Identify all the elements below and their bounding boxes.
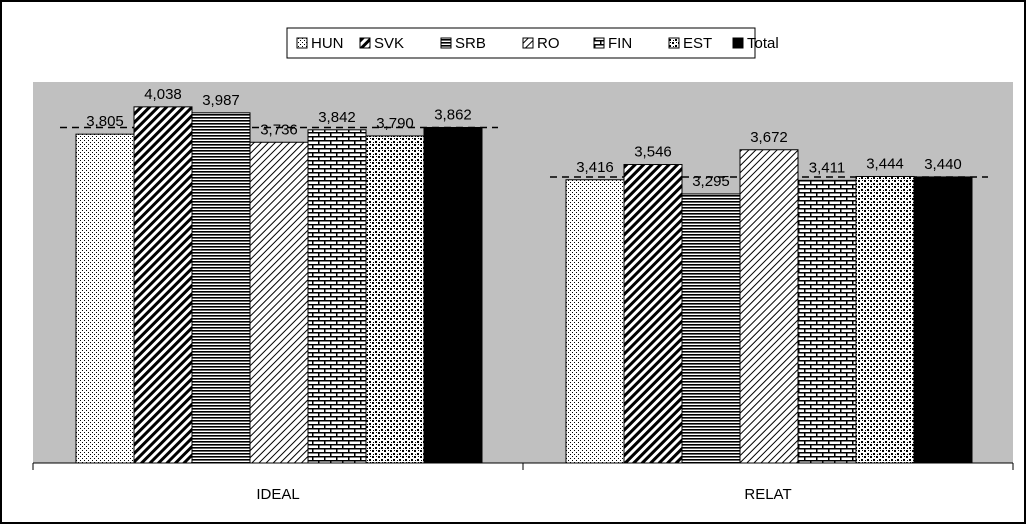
bar-ro-relat <box>739 149 799 464</box>
bar-srb-ideal <box>191 112 251 464</box>
data-label-ro-ideal: 3,736 <box>260 121 298 138</box>
data-label-ro-relat: 3,672 <box>750 129 788 146</box>
data-label-total-ideal: 3,862 <box>434 106 472 123</box>
legend-label-fin: FIN <box>608 35 632 52</box>
bar-fin-ideal <box>307 129 367 464</box>
bar-hun-relat <box>565 179 625 464</box>
bar-svk-ideal <box>133 106 193 464</box>
data-label-fin-relat: 3,411 <box>809 159 845 176</box>
bars <box>75 106 973 464</box>
legend-label-ro: RO <box>537 35 560 52</box>
bar-svk-relat <box>623 164 683 464</box>
data-label-srb-ideal: 3,987 <box>202 92 240 109</box>
legend-swatch-ro <box>522 37 534 49</box>
x-axis <box>32 462 1014 470</box>
legend-swatch-fin <box>593 37 605 49</box>
legend-label-est: EST <box>683 35 712 52</box>
legend-swatch-total <box>732 37 744 49</box>
data-label-est-relat: 3,444 <box>866 155 904 172</box>
bar-total-ideal <box>423 126 483 464</box>
category-labels: IDEAL RELAT <box>256 486 791 503</box>
bar-est-relat <box>855 175 915 464</box>
category-label-ideal: IDEAL <box>256 486 299 503</box>
data-label-est-ideal: 3,790 <box>376 115 414 132</box>
legend-swatch-srb <box>440 37 452 49</box>
bar-total-relat <box>913 176 973 464</box>
data-label-srb-relat: 3,295 <box>692 173 730 190</box>
data-label-fin-ideal: 3,842 <box>318 109 356 126</box>
data-labels: 3,805 4,038 3,987 3,736 3,842 3,790 3,862 3,416… <box>86 86 962 190</box>
data-label-svk-relat: 3,546 <box>634 144 672 161</box>
legend-swatch-est <box>668 37 680 49</box>
legend: HUN SVK SRB RO FIN EST Total <box>286 27 779 59</box>
data-label-svk-ideal: 4,038 <box>144 86 182 103</box>
legend-label-srb: SRB <box>455 35 486 52</box>
data-label-total-relat: 3,440 <box>924 156 962 173</box>
bar-hun-ideal <box>75 133 135 464</box>
legend-label-svk: SVK <box>374 35 404 52</box>
bar-ro-ideal <box>249 141 309 464</box>
data-label-hun-relat: 3,416 <box>576 159 614 176</box>
bar-srb-relat <box>681 193 741 464</box>
bar-est-ideal <box>365 135 425 464</box>
category-label-relat: RELAT <box>744 486 791 503</box>
legend-swatch-hun <box>296 37 308 49</box>
legend-label-total: Total <box>747 35 779 52</box>
legend-swatch-svk <box>359 37 371 49</box>
data-label-hun-ideal: 3,805 <box>86 113 124 130</box>
legend-label-hun: HUN <box>311 35 344 52</box>
bar-fin-relat <box>797 179 857 464</box>
